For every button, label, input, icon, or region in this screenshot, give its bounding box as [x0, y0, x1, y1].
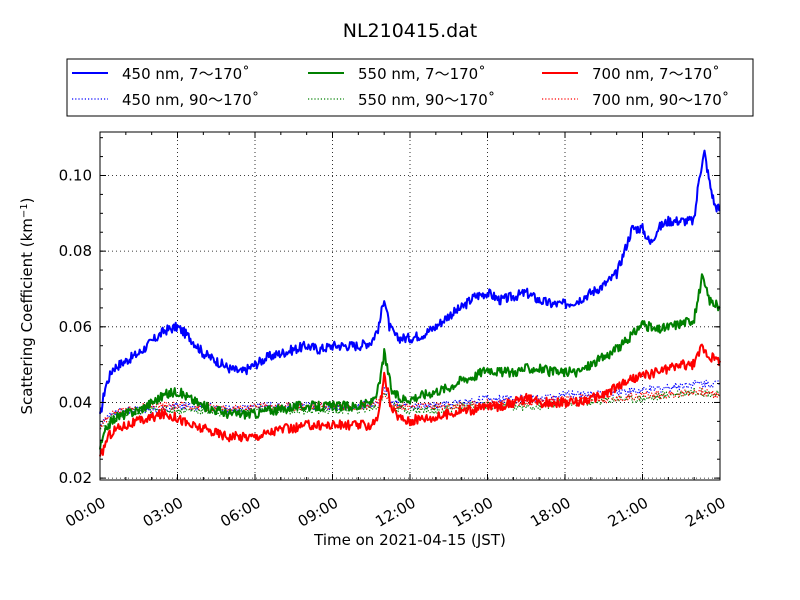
series-line: [99, 343, 721, 457]
series-line: [99, 273, 721, 450]
y-tick-label: 0.06: [59, 318, 92, 336]
x-tick-label: 18:00: [527, 494, 573, 531]
legend-label: 700 nm, 7～170˚: [592, 65, 720, 83]
x-tick-label: 24:00: [682, 494, 728, 531]
y-axis-label-close: ): [18, 197, 36, 203]
chart-title: NL210415.dat: [343, 20, 478, 42]
legend-label: 550 nm, 90～170˚: [358, 91, 495, 109]
legend-label: 550 nm, 7～170˚: [358, 65, 486, 83]
x-axis-label: Time on 2021-04-15 (JST): [313, 531, 506, 549]
legend-label: 700 nm, 90～170˚: [592, 91, 729, 109]
series-line: [99, 149, 721, 414]
y-axis-label-main: Scattering Coefficient (km: [18, 218, 36, 414]
x-tick-label: 15:00: [450, 494, 496, 531]
x-tick-label: 06:00: [217, 494, 263, 531]
x-tick-label: 09:00: [295, 494, 341, 531]
plot-border: [99, 131, 721, 481]
legend-label: 450 nm, 7～170˚: [122, 65, 250, 83]
x-tick-label: 12:00: [372, 494, 418, 531]
series-layer: [99, 149, 721, 457]
y-axis-label: Scattering Coefficient (km−1): [18, 197, 36, 414]
y-tick-label: 0.10: [59, 167, 92, 185]
legend: 450 nm, 7～170˚ 450 nm, 90～170˚ 550 nm, 7～1…: [66, 58, 754, 117]
y-tick-label: 0.08: [59, 242, 92, 260]
y-tick-label: 0.04: [59, 393, 92, 411]
x-tick-label: 21:00: [605, 494, 651, 531]
y-axis-label-sup: −1: [19, 203, 30, 218]
x-tick-label: 00:00: [62, 494, 108, 531]
legend-box: [66, 58, 754, 117]
x-tick-label: 03:00: [140, 494, 186, 531]
y-tick-label: 0.02: [59, 469, 92, 487]
legend-label: 450 nm, 90～170˚: [122, 91, 259, 109]
